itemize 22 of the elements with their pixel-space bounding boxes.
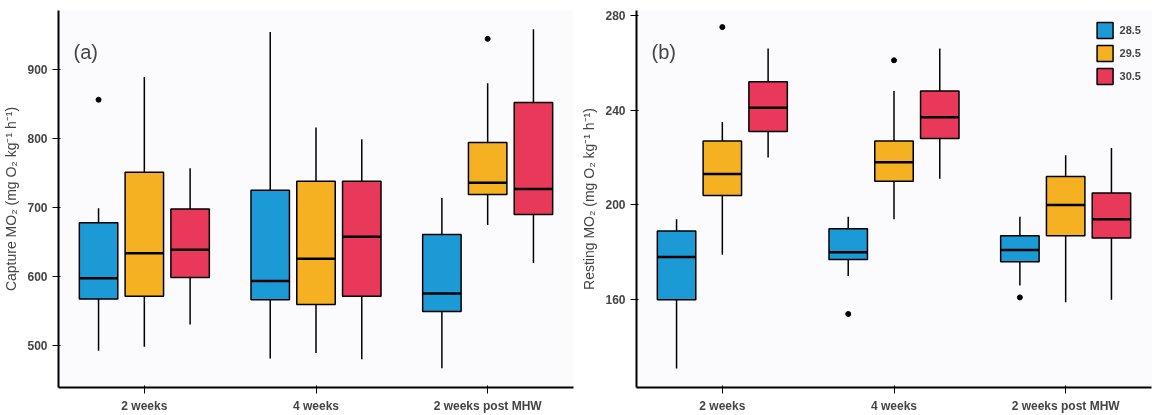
y-tick-label: 900 [27,62,48,77]
y-axis-title: Capture MO₂ (mg O₂ kg⁻¹ h⁻¹) [3,106,20,292]
y-tick-label: 500 [27,339,48,354]
legend-label: 28.5 [1119,24,1141,36]
x-tick-label: 4 weeks [870,398,918,413]
x-tick-label: 2 weeks post MHW [433,398,543,413]
y-tick-label: 700 [27,201,48,216]
x-tick-label: 2 weeks [121,398,168,413]
x-tick-label: 2 weeks post MHW [1011,398,1121,413]
y-tick-label: 240 [605,103,626,118]
legend-label: 30.5 [1119,70,1141,82]
y-tick-label: 800 [27,131,48,146]
x-tick-label: 2 weeks [699,398,746,413]
annotation: (a) [73,40,98,63]
y-tick-label: 200 [605,198,626,213]
y-tick-label: 600 [27,270,48,285]
legend-label: 29.5 [1119,47,1141,59]
y-tick-label: 160 [605,293,626,308]
annotation: (b) [651,40,676,63]
x-tick-label: 4 weeks [292,398,340,413]
y-axis-title: Resting MO₂ (mg O₂ kg⁻¹ h⁻¹) [581,108,598,290]
y-tick-label: 280 [605,8,626,23]
